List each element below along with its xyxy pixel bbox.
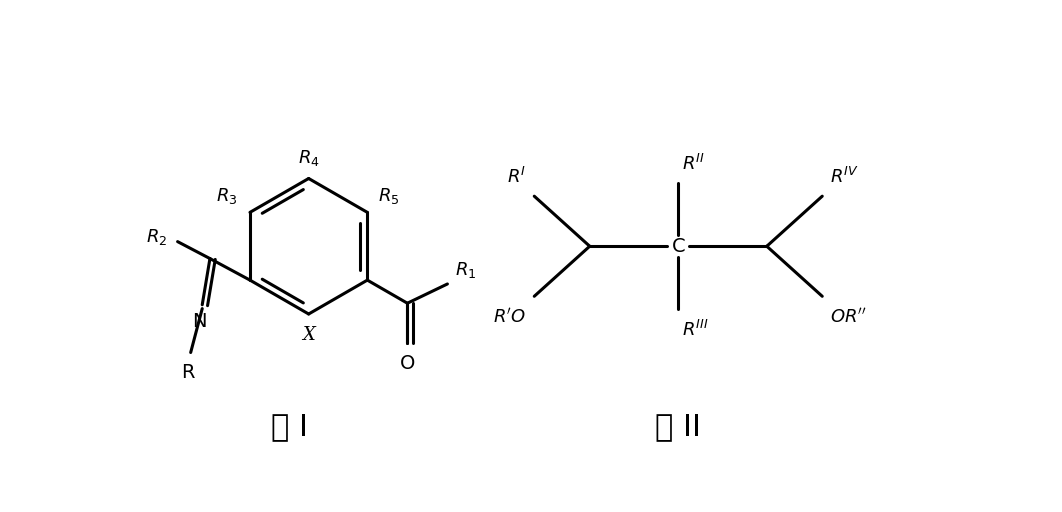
Text: $R_3$: $R_3$ xyxy=(217,186,238,206)
Text: $R_4$: $R_4$ xyxy=(297,147,320,168)
Text: 式 II: 式 II xyxy=(655,412,701,441)
Text: C: C xyxy=(671,237,685,255)
Text: $R^{III}$: $R^{III}$ xyxy=(682,320,708,340)
Text: 式 I: 式 I xyxy=(271,412,308,441)
Text: $R^{II}$: $R^{II}$ xyxy=(682,154,705,174)
Text: $R^{IV}$: $R^{IV}$ xyxy=(829,167,859,187)
Text: N: N xyxy=(192,312,206,331)
Text: $OR''$: $OR''$ xyxy=(829,307,867,326)
Text: $R_5$: $R_5$ xyxy=(378,186,399,206)
Text: O: O xyxy=(399,354,415,373)
Text: $R'O$: $R'O$ xyxy=(494,307,527,326)
Text: $R_2$: $R_2$ xyxy=(147,227,168,247)
Text: R: R xyxy=(181,362,194,381)
Text: $R^{I}$: $R^{I}$ xyxy=(508,167,527,187)
Text: X: X xyxy=(303,326,315,344)
Text: $R_1$: $R_1$ xyxy=(456,260,477,280)
